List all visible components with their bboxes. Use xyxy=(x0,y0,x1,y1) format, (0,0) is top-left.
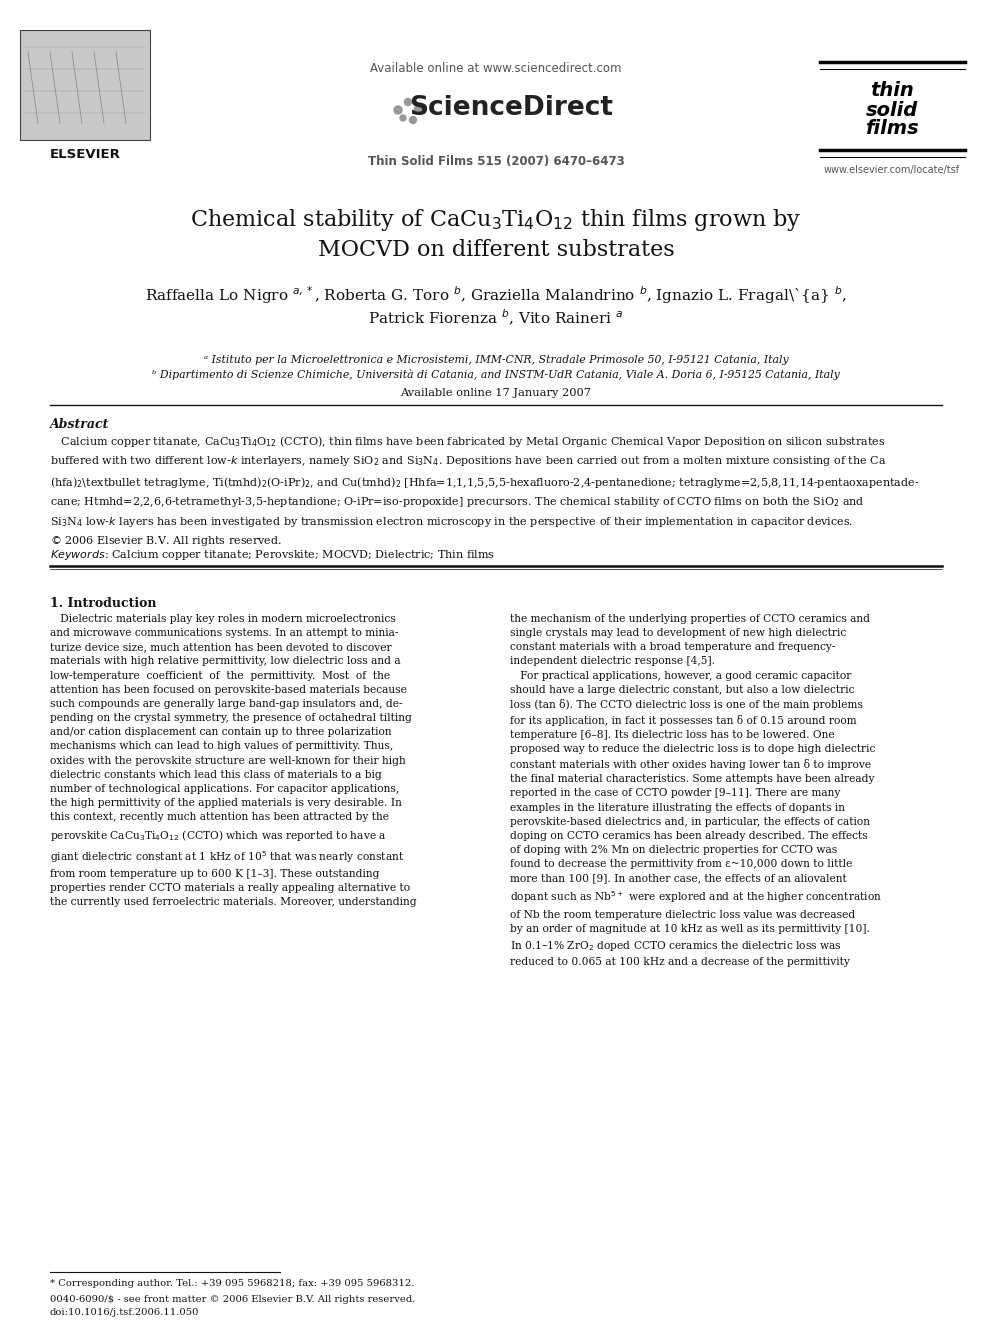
Text: www.elsevier.com/locate/tsf: www.elsevier.com/locate/tsf xyxy=(824,165,960,175)
Circle shape xyxy=(394,106,402,114)
Text: the mechanism of the underlying properties of CCTO ceramics and
single crystals : the mechanism of the underlying properti… xyxy=(510,614,882,967)
Text: ᵇ Dipartimento di Scienze Chimiche, Università di Catania, and INSTM-UdR Catania: ᵇ Dipartimento di Scienze Chimiche, Univ… xyxy=(152,369,840,380)
Text: ᵃ Istituto per la Microelettronica e Microsistemi, IMM-CNR, Stradale Primosole 5: ᵃ Istituto per la Microelettronica e Mic… xyxy=(203,355,789,365)
Circle shape xyxy=(405,98,412,106)
Circle shape xyxy=(400,115,406,120)
Text: Chemical stability of CaCu$_3$Ti$_4$O$_{12}$ thin films grown by: Chemical stability of CaCu$_3$Ti$_4$O$_{… xyxy=(190,206,802,233)
Text: Calcium copper titanate, CaCu$_3$Ti$_4$O$_{12}$ (CCTO), thin films have been fab: Calcium copper titanate, CaCu$_3$Ti$_4$O… xyxy=(50,434,920,548)
Text: Available online 17 January 2007: Available online 17 January 2007 xyxy=(401,388,591,398)
Text: MOCVD on different substrates: MOCVD on different substrates xyxy=(317,239,675,261)
Text: ScienceDirect: ScienceDirect xyxy=(409,95,613,120)
Text: doi:10.1016/j.tsf.2006.11.050: doi:10.1016/j.tsf.2006.11.050 xyxy=(50,1308,199,1316)
Text: Abstract: Abstract xyxy=(50,418,109,431)
Text: Patrick Fiorenza $^b$, Vito Raineri $^a$: Patrick Fiorenza $^b$, Vito Raineri $^a$ xyxy=(368,308,624,328)
Bar xyxy=(20,30,150,140)
Circle shape xyxy=(410,116,417,123)
Text: 0040-6090/$ - see front matter © 2006 Elsevier B.V. All rights reserved.: 0040-6090/$ - see front matter © 2006 El… xyxy=(50,1295,416,1304)
Text: * Corresponding author. Tel.: +39 095 5968218; fax: +39 095 5968312.: * Corresponding author. Tel.: +39 095 59… xyxy=(50,1279,415,1289)
Text: 1. Introduction: 1. Introduction xyxy=(50,597,157,610)
Text: Available online at www.sciencedirect.com: Available online at www.sciencedirect.co… xyxy=(370,61,622,74)
Text: $\it{Keywords}$: Calcium copper titanate; Perovskite; MOCVD; Dielectric; Thin fi: $\it{Keywords}$: Calcium copper titanate… xyxy=(50,548,495,562)
Text: Raffaella Lo Nigro $^{a,*}$, Roberta G. Toro $^b$, Graziella Malandrino $^b$, Ig: Raffaella Lo Nigro $^{a,*}$, Roberta G. … xyxy=(145,284,847,306)
Text: thin
solid
films: thin solid films xyxy=(865,82,919,139)
Text: Dielectric materials play key roles in modern microelectronics
and microwave com: Dielectric materials play key roles in m… xyxy=(50,614,417,908)
Circle shape xyxy=(414,106,422,114)
Text: Thin Solid Films 515 (2007) 6470–6473: Thin Solid Films 515 (2007) 6470–6473 xyxy=(368,156,624,168)
Text: ELSEVIER: ELSEVIER xyxy=(50,148,120,161)
